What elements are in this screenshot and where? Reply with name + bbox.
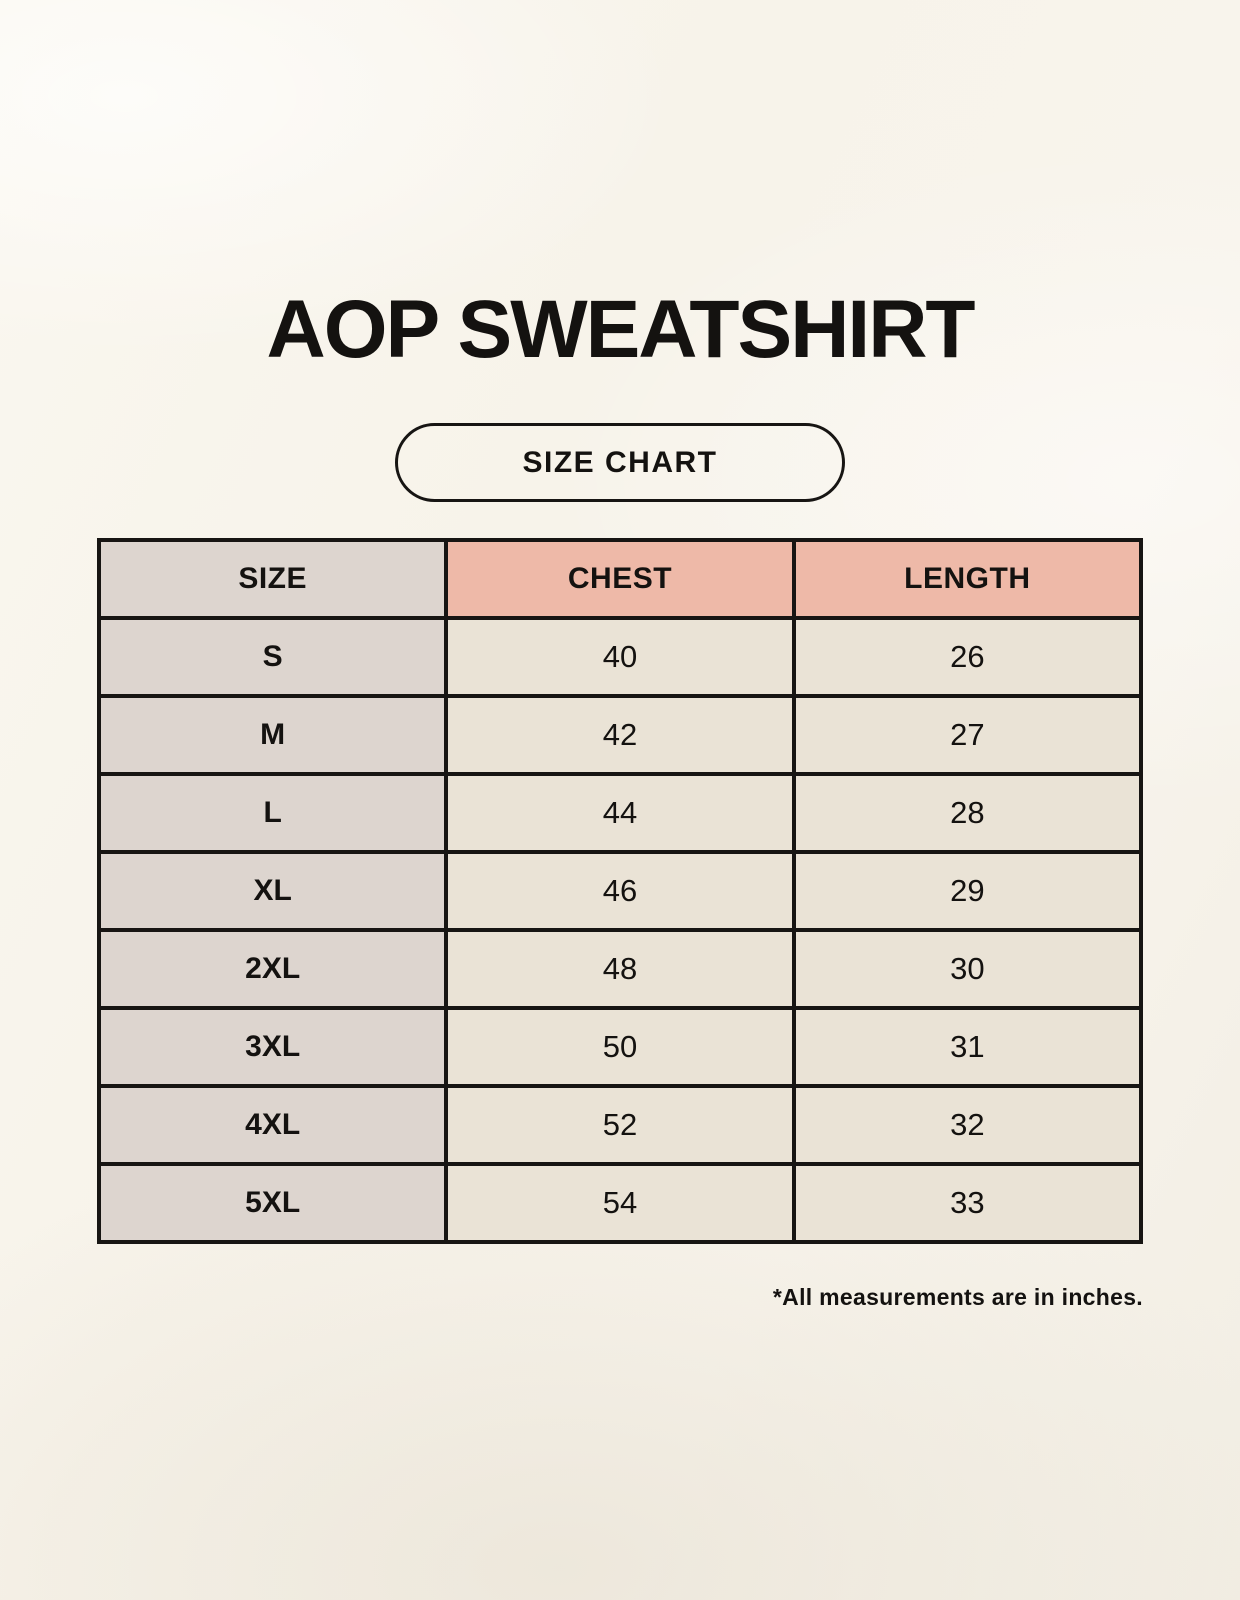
table-row: XL 46 29 (96, 850, 1144, 932)
table-row: L 44 28 (96, 772, 1144, 854)
chest-cell: 44 (444, 772, 796, 854)
length-cell: 28 (791, 772, 1144, 854)
table-row: 2XL 48 30 (96, 928, 1144, 1010)
length-cell: 30 (791, 928, 1144, 1010)
table-row: 4XL 52 32 (96, 1084, 1144, 1166)
length-cell: 26 (791, 616, 1144, 698)
chest-cell: 52 (444, 1084, 796, 1166)
length-cell: 29 (791, 850, 1144, 932)
column-header-chest: CHEST (444, 538, 796, 620)
table-row: S 40 26 (96, 616, 1144, 698)
table-row: 3XL 50 31 (96, 1006, 1144, 1088)
size-chart-badge[interactable]: SIZE CHART (395, 423, 845, 502)
column-header-size: SIZE (96, 538, 449, 620)
length-cell: 31 (791, 1006, 1144, 1088)
length-cell: 27 (791, 694, 1144, 776)
size-cell: M (96, 694, 449, 776)
chest-cell: 40 (444, 616, 796, 698)
chest-cell: 54 (444, 1162, 796, 1244)
length-cell: 33 (791, 1162, 1144, 1244)
table-row: 5XL 54 33 (96, 1162, 1144, 1244)
length-cell: 32 (791, 1084, 1144, 1166)
measurements-footnote: *All measurements are in inches. (772, 1284, 1143, 1310)
chest-cell: 50 (444, 1006, 796, 1088)
size-cell: 2XL (96, 928, 449, 1010)
chest-cell: 48 (444, 928, 796, 1010)
size-cell: 3XL (96, 1006, 449, 1088)
size-chart-badge-label: SIZE CHART (522, 445, 718, 479)
chest-cell: 46 (444, 850, 796, 932)
size-cell: 4XL (96, 1084, 449, 1166)
size-chart-table: SIZE CHEST LENGTH S 40 26 M 42 27 L 44 2… (96, 538, 1144, 1244)
size-cell: XL (96, 850, 449, 932)
size-cell: 5XL (96, 1162, 449, 1244)
size-cell: L (96, 772, 449, 854)
table-row: M 42 27 (96, 694, 1144, 776)
page-title: AOP SWEATSHIRT (266, 284, 976, 375)
chest-cell: 42 (444, 694, 796, 776)
size-cell: S (96, 616, 449, 698)
table-header-row: SIZE CHEST LENGTH (96, 538, 1144, 620)
column-header-length: LENGTH (791, 538, 1144, 620)
